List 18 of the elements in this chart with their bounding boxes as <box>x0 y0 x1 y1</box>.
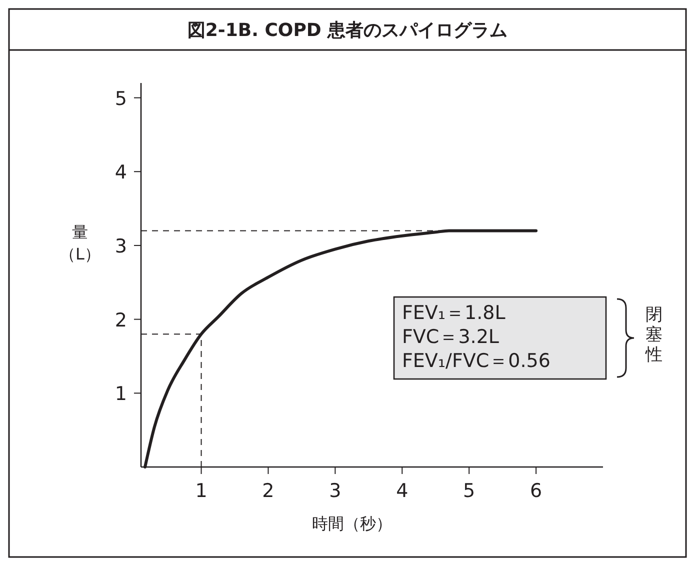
x-tick-label: 6 <box>530 480 542 502</box>
x-tick-label: 1 <box>195 480 208 502</box>
y-tick-label: 2 <box>114 309 127 332</box>
x-tick-label: 5 <box>463 480 476 502</box>
x-tick-label: 4 <box>396 480 408 502</box>
annotation: FEV₁/FVC＝0.56 <box>402 350 550 372</box>
x-tick-label: 2 <box>262 480 274 502</box>
y-tick-label: 5 <box>114 88 127 110</box>
y-tick-label: 3 <box>114 235 127 258</box>
annotation: FEV₁＝1.8L <box>402 302 506 324</box>
y-axis-title: 量（L） <box>60 222 100 264</box>
x-axis-title: 時間（秒） <box>312 514 392 533</box>
chart-title: 図2-1B. COPD 患者のスパイログラム <box>187 20 508 41</box>
annotation: FVC＝3.2L <box>402 326 500 348</box>
text: 閉塞性 <box>644 305 662 365</box>
x-tick-label: 3 <box>329 480 342 502</box>
y-tick-label: 1 <box>114 383 127 406</box>
y-tick-label: 4 <box>114 162 127 184</box>
